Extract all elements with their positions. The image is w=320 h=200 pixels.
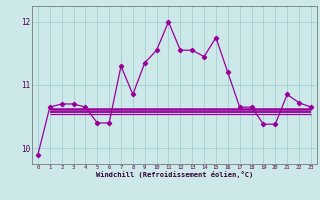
- X-axis label: Windchill (Refroidissement éolien,°C): Windchill (Refroidissement éolien,°C): [96, 171, 253, 178]
